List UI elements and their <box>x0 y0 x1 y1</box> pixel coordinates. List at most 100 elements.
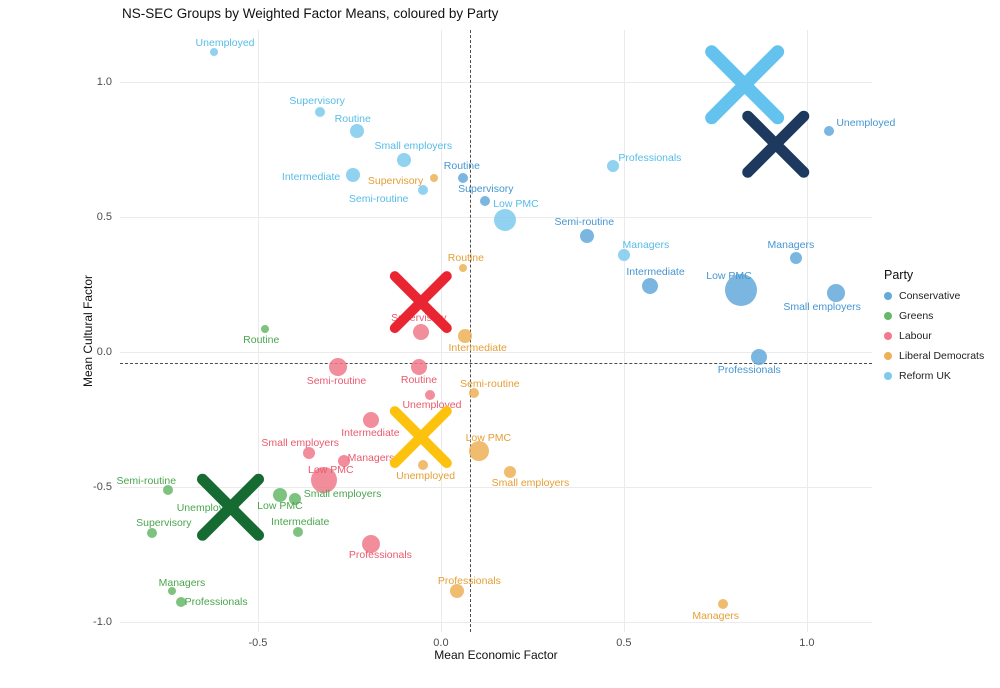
point-label: Professionals <box>348 548 412 561</box>
gridline <box>257 30 259 632</box>
data-point <box>303 447 316 460</box>
legend-swatch <box>884 332 892 340</box>
data-point <box>293 526 304 537</box>
data-point <box>417 185 428 196</box>
point-label: Semi-routine <box>306 374 367 387</box>
point-label: Routine <box>243 334 280 347</box>
data-point <box>346 168 361 183</box>
y-tick-label: 1.0 <box>96 76 112 89</box>
point-label: Intermediate <box>341 426 400 439</box>
point-label: Intermediate <box>271 515 330 528</box>
data-point <box>458 264 467 273</box>
data-point <box>176 596 187 607</box>
centroid-x-mark <box>705 45 785 125</box>
point-label: Routine <box>400 373 438 386</box>
legend-label: Liberal Democrats <box>899 350 985 362</box>
point-label: Small employers <box>261 437 339 450</box>
data-point <box>479 195 490 206</box>
gridline <box>623 30 625 632</box>
point-label: Supervisory <box>367 174 424 187</box>
point-label: Professionals <box>437 574 501 587</box>
point-label: Low PMC <box>257 500 303 513</box>
legend-entry: Conservative <box>884 290 984 302</box>
centroid-x-mark <box>742 110 810 178</box>
point-label: Intermediate <box>448 341 507 354</box>
data-point <box>410 358 427 375</box>
data-point <box>751 349 768 366</box>
legend-title: Party <box>884 268 914 282</box>
data-point <box>167 586 176 595</box>
point-label: Unemployed <box>402 399 462 412</box>
data-point <box>349 123 364 138</box>
data-point <box>580 228 595 243</box>
y-tick-label: 0.5 <box>96 211 112 224</box>
legend-entry: Labour <box>884 330 984 342</box>
data-point <box>337 455 350 468</box>
reference-line-horizontal <box>120 362 872 364</box>
point-label: Small employers <box>374 140 453 153</box>
data-point <box>823 125 834 136</box>
data-point <box>724 273 757 306</box>
reference-line-vertical <box>470 30 472 632</box>
data-point <box>272 488 287 503</box>
point-label: Low PMC <box>493 197 539 210</box>
legend-label: Greens <box>899 310 934 322</box>
data-point <box>469 440 490 461</box>
legend-entry: Liberal Democrats <box>884 350 984 362</box>
x-axis-label: Mean Economic Factor <box>434 648 558 662</box>
point-label: Professionals <box>184 595 248 608</box>
point-label: Unemployed <box>176 502 236 515</box>
centroid-x-mark <box>389 406 452 469</box>
gridline <box>120 352 872 354</box>
y-axis-label: Mean Cultural Factor <box>81 274 95 388</box>
point-label: Routine <box>443 159 480 172</box>
gridline <box>120 82 872 84</box>
data-point <box>457 172 468 183</box>
x-tick-label: 0.5 <box>616 637 632 649</box>
gridline <box>806 30 808 632</box>
point-label: Supervisory <box>391 311 447 324</box>
point-label: Semi-routine <box>460 377 520 390</box>
point-label: Managers <box>158 576 206 589</box>
point-label: Supervisory <box>458 182 514 195</box>
point-label: Professionals <box>717 364 781 377</box>
data-point <box>429 173 438 182</box>
legend-label: Labour <box>899 330 932 342</box>
point-label: Small employers <box>303 488 382 501</box>
legend-swatch <box>884 312 892 320</box>
gridline <box>440 30 442 632</box>
point-label: Semi-routine <box>348 193 409 206</box>
point-label: Small employers <box>783 300 861 313</box>
point-label: Semi-routine <box>554 215 615 228</box>
point-label: Professionals <box>618 151 682 164</box>
centroid-layer <box>197 45 810 541</box>
point-label: Supervisory <box>136 516 192 529</box>
legend-entries: Conservative Greens Labour Liberal Democrat… <box>884 290 984 382</box>
legend: Party Conservative Greens Labour Liberal De… <box>884 268 984 390</box>
data-point <box>417 460 428 471</box>
point-label: Unemployed <box>396 470 456 483</box>
point-label: Intermediate <box>626 265 685 278</box>
point-label: Managers <box>347 452 395 465</box>
legend-label: Conservative <box>899 290 961 302</box>
data-point <box>468 387 479 398</box>
data-point <box>310 467 337 494</box>
data-point <box>261 325 270 334</box>
point-label: Semi-routine <box>116 474 177 487</box>
data-point <box>315 106 326 117</box>
data-point <box>789 251 802 264</box>
point-label: Unemployed <box>195 37 255 50</box>
x-tick-label: -0.5 <box>248 637 268 649</box>
data-point <box>362 534 381 553</box>
point-label: Small employers <box>491 477 570 490</box>
plot-area: Routine Supervisory Semi-routine Managers In… <box>116 30 895 632</box>
point-label: Managers <box>767 238 815 251</box>
centroid-x-mark <box>742 110 810 178</box>
point-label: Routine <box>334 112 371 125</box>
point-label: Low PMC <box>465 431 512 444</box>
x-tick-label: 0.0 <box>433 637 449 649</box>
chart-title: NS-SEC Groups by Weighted Factor Means, … <box>122 6 499 21</box>
data-point <box>457 328 472 343</box>
data-point <box>493 208 516 231</box>
data-point <box>641 277 658 294</box>
